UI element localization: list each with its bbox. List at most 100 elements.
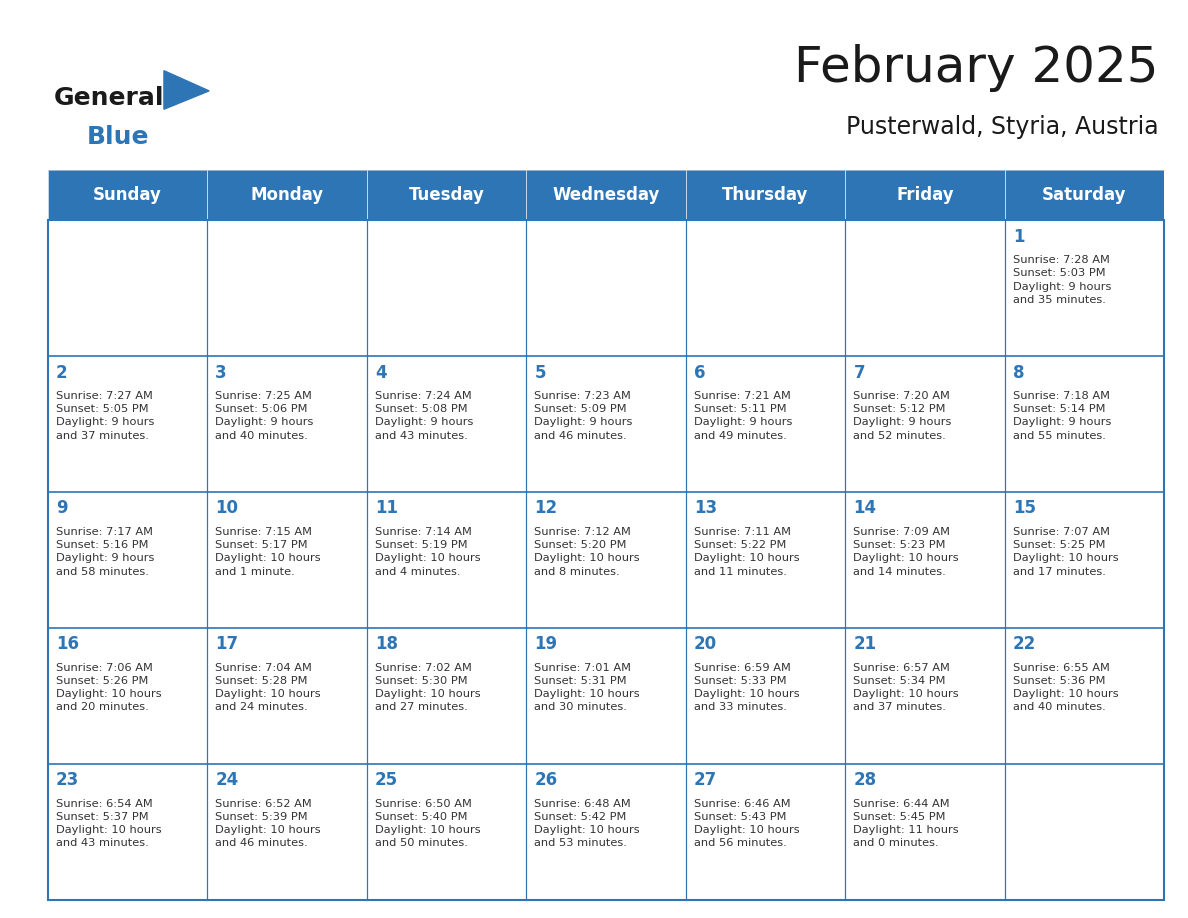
Text: Sunrise: 7:20 AM
Sunset: 5:12 PM
Daylight: 9 hours
and 52 minutes.: Sunrise: 7:20 AM Sunset: 5:12 PM Dayligh… (853, 391, 952, 441)
FancyBboxPatch shape (526, 356, 685, 492)
FancyBboxPatch shape (1005, 764, 1164, 900)
Text: Sunrise: 6:52 AM
Sunset: 5:39 PM
Daylight: 10 hours
and 46 minutes.: Sunrise: 6:52 AM Sunset: 5:39 PM Dayligh… (215, 799, 321, 848)
Text: 20: 20 (694, 635, 718, 654)
Text: Sunrise: 6:55 AM
Sunset: 5:36 PM
Daylight: 10 hours
and 40 minutes.: Sunrise: 6:55 AM Sunset: 5:36 PM Dayligh… (1013, 663, 1119, 712)
Text: 15: 15 (1013, 499, 1036, 518)
FancyBboxPatch shape (685, 492, 845, 628)
FancyBboxPatch shape (526, 764, 685, 900)
Text: Blue: Blue (87, 125, 150, 149)
FancyBboxPatch shape (367, 492, 526, 628)
FancyBboxPatch shape (207, 764, 367, 900)
Text: 19: 19 (535, 635, 557, 654)
FancyBboxPatch shape (48, 170, 1164, 220)
FancyBboxPatch shape (1005, 492, 1164, 628)
Text: Sunrise: 7:23 AM
Sunset: 5:09 PM
Daylight: 9 hours
and 46 minutes.: Sunrise: 7:23 AM Sunset: 5:09 PM Dayligh… (535, 391, 633, 441)
FancyBboxPatch shape (207, 356, 367, 492)
FancyBboxPatch shape (367, 764, 526, 900)
FancyBboxPatch shape (526, 492, 685, 628)
FancyBboxPatch shape (685, 764, 845, 900)
FancyBboxPatch shape (48, 764, 207, 900)
FancyBboxPatch shape (48, 220, 207, 356)
FancyBboxPatch shape (526, 220, 685, 356)
Text: February 2025: February 2025 (794, 44, 1158, 92)
Text: 9: 9 (56, 499, 68, 518)
FancyBboxPatch shape (685, 628, 845, 764)
Text: Sunrise: 7:01 AM
Sunset: 5:31 PM
Daylight: 10 hours
and 30 minutes.: Sunrise: 7:01 AM Sunset: 5:31 PM Dayligh… (535, 663, 640, 712)
Text: Sunrise: 7:02 AM
Sunset: 5:30 PM
Daylight: 10 hours
and 27 minutes.: Sunrise: 7:02 AM Sunset: 5:30 PM Dayligh… (375, 663, 480, 712)
Text: Sunrise: 7:25 AM
Sunset: 5:06 PM
Daylight: 9 hours
and 40 minutes.: Sunrise: 7:25 AM Sunset: 5:06 PM Dayligh… (215, 391, 314, 441)
FancyBboxPatch shape (48, 628, 207, 764)
FancyBboxPatch shape (1005, 356, 1164, 492)
Text: 6: 6 (694, 364, 706, 382)
Text: 28: 28 (853, 771, 877, 789)
Text: Sunrise: 7:24 AM
Sunset: 5:08 PM
Daylight: 9 hours
and 43 minutes.: Sunrise: 7:24 AM Sunset: 5:08 PM Dayligh… (375, 391, 473, 441)
Text: 8: 8 (1013, 364, 1024, 382)
Text: 7: 7 (853, 364, 865, 382)
FancyBboxPatch shape (207, 492, 367, 628)
Text: General: General (53, 86, 164, 110)
Text: Sunrise: 7:28 AM
Sunset: 5:03 PM
Daylight: 9 hours
and 35 minutes.: Sunrise: 7:28 AM Sunset: 5:03 PM Dayligh… (1013, 255, 1112, 305)
Text: 17: 17 (215, 635, 239, 654)
Text: 18: 18 (375, 635, 398, 654)
Text: Sunrise: 6:50 AM
Sunset: 5:40 PM
Daylight: 10 hours
and 50 minutes.: Sunrise: 6:50 AM Sunset: 5:40 PM Dayligh… (375, 799, 480, 848)
Text: 22: 22 (1013, 635, 1036, 654)
Text: Friday: Friday (896, 186, 954, 204)
Text: Sunrise: 7:09 AM
Sunset: 5:23 PM
Daylight: 10 hours
and 14 minutes.: Sunrise: 7:09 AM Sunset: 5:23 PM Dayligh… (853, 527, 959, 577)
Text: 21: 21 (853, 635, 877, 654)
Text: Sunrise: 7:18 AM
Sunset: 5:14 PM
Daylight: 9 hours
and 55 minutes.: Sunrise: 7:18 AM Sunset: 5:14 PM Dayligh… (1013, 391, 1112, 441)
Text: Sunrise: 7:07 AM
Sunset: 5:25 PM
Daylight: 10 hours
and 17 minutes.: Sunrise: 7:07 AM Sunset: 5:25 PM Dayligh… (1013, 527, 1119, 577)
Text: Sunrise: 7:14 AM
Sunset: 5:19 PM
Daylight: 10 hours
and 4 minutes.: Sunrise: 7:14 AM Sunset: 5:19 PM Dayligh… (375, 527, 480, 577)
Text: 2: 2 (56, 364, 68, 382)
Text: 3: 3 (215, 364, 227, 382)
Text: 27: 27 (694, 771, 718, 789)
FancyBboxPatch shape (367, 220, 526, 356)
FancyBboxPatch shape (207, 220, 367, 356)
FancyBboxPatch shape (367, 356, 526, 492)
FancyBboxPatch shape (1005, 628, 1164, 764)
Text: Monday: Monday (251, 186, 323, 204)
Polygon shape (164, 71, 209, 109)
Text: Sunrise: 6:48 AM
Sunset: 5:42 PM
Daylight: 10 hours
and 53 minutes.: Sunrise: 6:48 AM Sunset: 5:42 PM Dayligh… (535, 799, 640, 848)
Text: Sunrise: 7:06 AM
Sunset: 5:26 PM
Daylight: 10 hours
and 20 minutes.: Sunrise: 7:06 AM Sunset: 5:26 PM Dayligh… (56, 663, 162, 712)
Text: Sunrise: 7:12 AM
Sunset: 5:20 PM
Daylight: 10 hours
and 8 minutes.: Sunrise: 7:12 AM Sunset: 5:20 PM Dayligh… (535, 527, 640, 577)
Text: 23: 23 (56, 771, 80, 789)
FancyBboxPatch shape (526, 628, 685, 764)
FancyBboxPatch shape (1005, 220, 1164, 356)
Text: Sunrise: 7:21 AM
Sunset: 5:11 PM
Daylight: 9 hours
and 49 minutes.: Sunrise: 7:21 AM Sunset: 5:11 PM Dayligh… (694, 391, 792, 441)
Text: Sunrise: 6:54 AM
Sunset: 5:37 PM
Daylight: 10 hours
and 43 minutes.: Sunrise: 6:54 AM Sunset: 5:37 PM Dayligh… (56, 799, 162, 848)
Text: 10: 10 (215, 499, 239, 518)
Text: 26: 26 (535, 771, 557, 789)
Text: 11: 11 (375, 499, 398, 518)
Text: Sunrise: 7:04 AM
Sunset: 5:28 PM
Daylight: 10 hours
and 24 minutes.: Sunrise: 7:04 AM Sunset: 5:28 PM Dayligh… (215, 663, 321, 712)
Text: Tuesday: Tuesday (409, 186, 485, 204)
Text: 5: 5 (535, 364, 546, 382)
Text: 12: 12 (535, 499, 557, 518)
FancyBboxPatch shape (845, 628, 1005, 764)
Text: 25: 25 (375, 771, 398, 789)
Text: 14: 14 (853, 499, 877, 518)
Text: Sunrise: 7:27 AM
Sunset: 5:05 PM
Daylight: 9 hours
and 37 minutes.: Sunrise: 7:27 AM Sunset: 5:05 PM Dayligh… (56, 391, 154, 441)
Text: Sunrise: 7:11 AM
Sunset: 5:22 PM
Daylight: 10 hours
and 11 minutes.: Sunrise: 7:11 AM Sunset: 5:22 PM Dayligh… (694, 527, 800, 577)
Text: 16: 16 (56, 635, 78, 654)
FancyBboxPatch shape (48, 492, 207, 628)
FancyBboxPatch shape (845, 764, 1005, 900)
Text: Sunrise: 6:59 AM
Sunset: 5:33 PM
Daylight: 10 hours
and 33 minutes.: Sunrise: 6:59 AM Sunset: 5:33 PM Dayligh… (694, 663, 800, 712)
FancyBboxPatch shape (845, 220, 1005, 356)
FancyBboxPatch shape (48, 356, 207, 492)
FancyBboxPatch shape (845, 492, 1005, 628)
Text: 1: 1 (1013, 228, 1024, 246)
Text: 4: 4 (375, 364, 386, 382)
Text: Sunrise: 7:17 AM
Sunset: 5:16 PM
Daylight: 9 hours
and 58 minutes.: Sunrise: 7:17 AM Sunset: 5:16 PM Dayligh… (56, 527, 154, 577)
Text: Wednesday: Wednesday (552, 186, 659, 204)
FancyBboxPatch shape (367, 628, 526, 764)
FancyBboxPatch shape (845, 356, 1005, 492)
Text: Pusterwald, Styria, Austria: Pusterwald, Styria, Austria (846, 115, 1158, 139)
Text: Sunrise: 7:15 AM
Sunset: 5:17 PM
Daylight: 10 hours
and 1 minute.: Sunrise: 7:15 AM Sunset: 5:17 PM Dayligh… (215, 527, 321, 577)
Text: Sunrise: 6:46 AM
Sunset: 5:43 PM
Daylight: 10 hours
and 56 minutes.: Sunrise: 6:46 AM Sunset: 5:43 PM Dayligh… (694, 799, 800, 848)
Text: Saturday: Saturday (1042, 186, 1126, 204)
Text: 13: 13 (694, 499, 718, 518)
Text: Sunrise: 6:44 AM
Sunset: 5:45 PM
Daylight: 11 hours
and 0 minutes.: Sunrise: 6:44 AM Sunset: 5:45 PM Dayligh… (853, 799, 959, 848)
Text: Sunday: Sunday (93, 186, 162, 204)
FancyBboxPatch shape (685, 356, 845, 492)
Text: 24: 24 (215, 771, 239, 789)
